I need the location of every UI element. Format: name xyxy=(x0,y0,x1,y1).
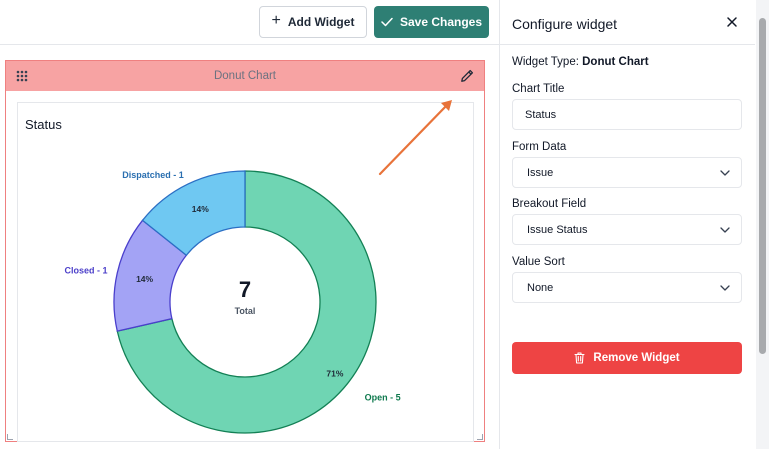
configure-widget-panel: Configure widget Widget Type: Donut Char… xyxy=(499,0,769,449)
chart-title-input[interactable]: Status xyxy=(512,99,742,130)
drag-handle-icon[interactable] xyxy=(16,70,28,82)
widget-header-title: Donut Chart xyxy=(213,70,276,82)
check-icon xyxy=(381,17,393,27)
plus-icon: + xyxy=(271,12,281,29)
close-icon[interactable] xyxy=(725,15,739,29)
chart-title-input-value: Status xyxy=(525,108,557,121)
breakout-field-value: Issue Status xyxy=(527,223,588,236)
donut-chart-widget[interactable]: Donut Chart Status 71% Open - 5 14% Closed … xyxy=(5,60,485,442)
dashboard-canvas: Donut Chart Status 71% Open - 5 14% Closed … xyxy=(0,46,499,449)
form-data-value: Issue xyxy=(527,166,554,179)
panel-header: Configure widget xyxy=(500,0,755,45)
breakout-field-label: Breakout Field xyxy=(512,198,587,210)
center-total-label: Total xyxy=(235,306,256,316)
chevron-down-icon xyxy=(720,227,730,233)
donut-slice-label-open: Open - 5 xyxy=(365,392,401,402)
remove-widget-button[interactable]: Remove Widget xyxy=(512,342,742,374)
chevron-down-icon xyxy=(720,285,730,291)
donut-chart: 71% Open - 5 14% Closed - 1 14% Dispatched - … xyxy=(64,170,401,434)
panel-scrollbar[interactable] xyxy=(756,0,769,449)
resize-handle-bottom-left[interactable] xyxy=(7,434,13,440)
widget-type-line: Widget Type: Donut Chart xyxy=(512,56,649,68)
add-widget-button[interactable]: + Add Widget xyxy=(259,6,367,38)
value-sort-value: None xyxy=(527,281,554,294)
widget-header: Donut Chart xyxy=(6,61,484,91)
form-data-label: Form Data xyxy=(512,141,567,153)
donut-slice-open[interactable] xyxy=(116,170,377,434)
add-widget-label: Add Widget xyxy=(287,15,355,29)
chevron-down-icon xyxy=(720,170,730,176)
chart-title-label: Chart Title xyxy=(512,83,565,95)
scrollbar-thumb[interactable] xyxy=(759,18,766,354)
remove-widget-label: Remove Widget xyxy=(593,352,680,364)
value-sort-select[interactable]: None xyxy=(512,272,742,303)
chart-card: Status 71% Open - 5 14% Closed - 1 14% Dispat… xyxy=(17,102,474,442)
widget-type-label: Widget Type: xyxy=(512,56,579,68)
donut-percent-label-closed: 14% xyxy=(136,274,153,284)
donut-slice-label-closed: Closed - 1 xyxy=(64,266,107,276)
toolbar: + Add Widget Save Changes xyxy=(0,0,499,45)
donut-percent-label-dispatched: 14% xyxy=(192,204,209,214)
donut-slice-label-dispatched: Dispatched - 1 xyxy=(122,170,184,180)
resize-handle-bottom-right[interactable] xyxy=(477,434,483,440)
form-data-select[interactable]: Issue xyxy=(512,157,742,188)
chart-title: Status xyxy=(25,117,62,132)
value-sort-label: Value Sort xyxy=(512,256,565,268)
save-changes-button[interactable]: Save Changes xyxy=(374,6,489,38)
trash-icon xyxy=(574,352,585,364)
panel-title: Configure widget xyxy=(512,16,618,32)
pencil-icon[interactable] xyxy=(459,68,475,84)
donut-percent-label-open: 71% xyxy=(326,369,343,379)
widget-type-value: Donut Chart xyxy=(582,56,649,68)
center-total-value: 7 xyxy=(239,277,251,302)
donut-slice-dispatched[interactable] xyxy=(141,170,246,257)
breakout-field-select[interactable]: Issue Status xyxy=(512,214,742,245)
save-changes-label: Save Changes xyxy=(399,15,483,29)
